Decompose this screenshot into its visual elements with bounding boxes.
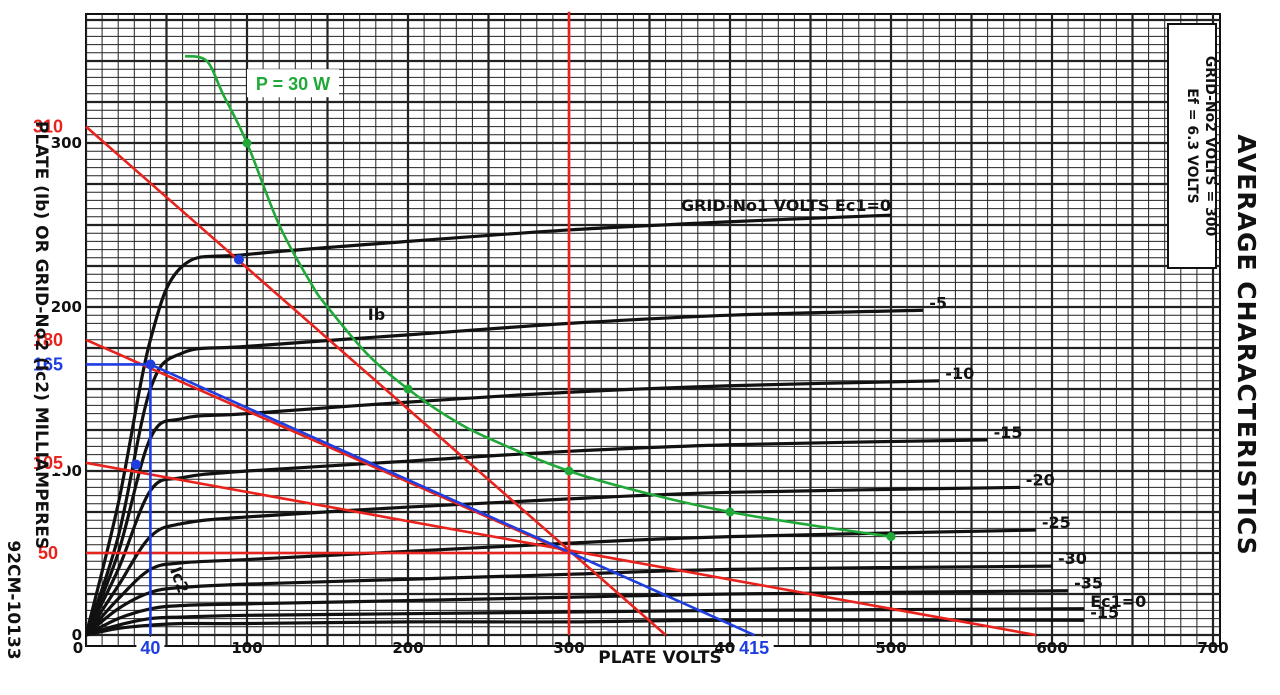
operating-point (145, 359, 156, 370)
axis-annotation: 105 (33, 453, 63, 473)
axis-annotation: 40 (140, 638, 160, 658)
annotation-background (28, 451, 68, 473)
power-curve-label: P = 30 W (256, 74, 330, 94)
axis-annotation: 50 (38, 543, 58, 563)
power-curve-marker (725, 507, 735, 517)
grid-voltage-curve (86, 618, 1085, 637)
grid-voltage-curve (86, 379, 940, 636)
axis-ticks: 01002003004005006007000100200300 (51, 134, 1229, 657)
annotation-background (34, 542, 62, 563)
figure-code: 92CM-10133 (3, 540, 23, 659)
grid-curve-label: GRID-No1 VOLTS Ec1=0 (681, 196, 891, 215)
grid-voltage-curve (86, 607, 1085, 637)
axis-annotation: 310 (33, 117, 63, 137)
axis-annotation: 415 (739, 638, 769, 658)
condition-screen: GRID-No2 VOLTS = 300 (1202, 56, 1218, 237)
load-line (149, 363, 755, 637)
y-axis-title: PLATE (Ib) OR GRID-No2 (Ic2) MILLIAMPERE… (31, 121, 51, 549)
x-tick-label: 500 (875, 639, 906, 657)
power-curve-marker (886, 532, 896, 542)
x-tick-label: 200 (392, 639, 423, 657)
grid-voltage-curve (86, 564, 1053, 637)
grid-curve-label: -15 (994, 423, 1023, 442)
load-line-overlay (85, 11, 1037, 637)
y-tick-label: 300 (51, 134, 82, 152)
annotation-background (28, 353, 68, 375)
power-curve-marker (564, 466, 574, 476)
x-tick-label: 700 (1197, 639, 1228, 657)
y-tick-label: 0 (72, 626, 82, 644)
chart-title: AVERAGE CHARACTERISTICS (1232, 134, 1261, 555)
grid-voltage-curve (86, 308, 924, 636)
power-curve-group: P = 30 W (184, 54, 896, 542)
x-axis-title: PLATE VOLTS (598, 648, 721, 668)
curve-labels: GRID-No1 VOLTS Ec1=0 -5 -10 -15 -20 -25 -30 -35… (166, 196, 1146, 622)
grid-curve-label: -35 (1074, 574, 1103, 593)
annotation-background (136, 637, 165, 658)
x-tick-label: 0 (73, 639, 83, 657)
x-tick-label: 300 (553, 639, 584, 657)
operating-point (233, 254, 244, 265)
condition-filament: Ef = 6.3 VOLTS (1184, 88, 1200, 204)
grid-curve-label: -30 (1058, 549, 1087, 568)
operating-point (130, 459, 141, 470)
axis-annotation: 165 (33, 354, 63, 374)
x-tick-label: 100 (231, 639, 262, 657)
grid-curve-label: -25 (1042, 513, 1071, 532)
power-label-background (247, 69, 339, 98)
conditions-box (1167, 23, 1217, 269)
y-tick-label: 200 (51, 298, 82, 316)
grid-voltage-curve (86, 438, 988, 636)
operating-points (130, 254, 244, 470)
annotation-background (28, 115, 68, 137)
power-curve-marker (403, 384, 413, 394)
grid-curve-label: -10 (945, 364, 974, 383)
grid-curve-label: Ec1=0 (1090, 592, 1146, 611)
grid-voltage-curve (86, 589, 1069, 637)
grid-voltage-curve (86, 213, 892, 636)
load-line (85, 338, 570, 555)
grid-curve-label: -5 (929, 293, 947, 312)
power-curve-marker (242, 138, 252, 148)
axis-annotation: 180 (33, 330, 63, 350)
grid-voltage-curve (86, 485, 1020, 636)
ib-curve-label: Ib (368, 305, 385, 324)
grid-curve-label: -15 (1090, 603, 1119, 622)
plot-area (85, 13, 1221, 647)
grid-voltage-curves (86, 213, 1085, 637)
major-grid (86, 14, 1220, 646)
grid-curve-label: -20 (1026, 470, 1055, 489)
annotation-background (734, 637, 774, 658)
x-tick-label: 600 (1036, 639, 1067, 657)
annotations: 310 180 165 105 50 40 415 (28, 115, 774, 658)
annotation-background (28, 328, 68, 350)
